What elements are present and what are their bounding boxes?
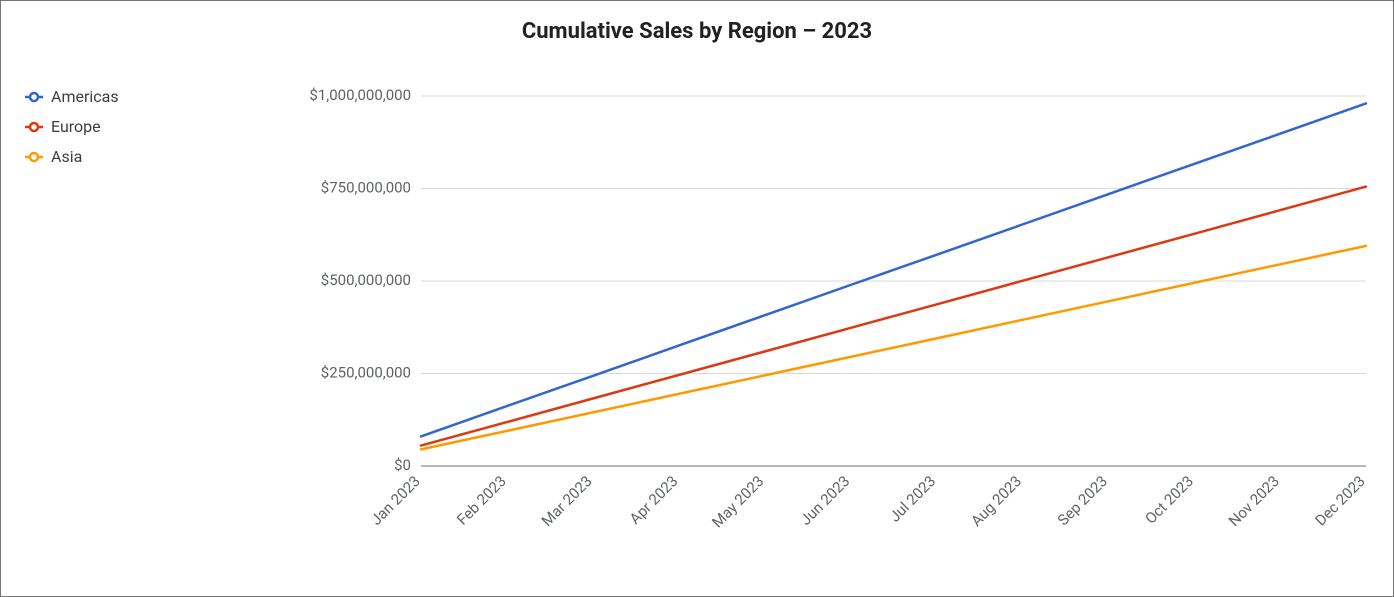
x-tick-label: Apr 2023 — [626, 472, 682, 528]
legend-label: Asia — [51, 149, 82, 165]
x-tick-label: Sep 2023 — [1054, 472, 1111, 529]
x-tick-label: Jul 2023 — [886, 472, 939, 525]
plot-svg: $0$250,000,000$500,000,000$750,000,000$1… — [421, 96, 1366, 466]
legend-swatch — [25, 91, 43, 103]
x-tick-label: May 2023 — [708, 472, 767, 531]
x-tick-label: Nov 2023 — [1225, 472, 1283, 530]
y-tick-label: $0 — [394, 456, 411, 474]
x-tick-label: Jun 2023 — [797, 472, 854, 529]
x-tick-label: Aug 2023 — [967, 472, 1025, 530]
chart-frame: Cumulative Sales by Region – 2023 Americ… — [0, 0, 1394, 597]
legend: Americas Europe Asia — [25, 89, 119, 179]
legend-label: Americas — [51, 89, 119, 105]
legend-swatch — [25, 121, 43, 133]
legend-item[interactable]: Europe — [25, 119, 119, 135]
y-tick-label: $1,000,000,000 — [309, 86, 411, 104]
y-tick-label: $750,000,000 — [321, 178, 411, 196]
x-tick-label: Jan 2023 — [367, 472, 424, 529]
chart-title: Cumulative Sales by Region – 2023 — [1, 19, 1393, 44]
legend-swatch — [25, 151, 43, 163]
series-line-asia — [421, 246, 1366, 450]
plot-area: $0$250,000,000$500,000,000$750,000,000$1… — [421, 96, 1366, 466]
series-line-americas — [421, 103, 1366, 436]
legend-item[interactable]: Americas — [25, 89, 119, 105]
x-tick-label: Oct 2023 — [1141, 472, 1197, 528]
y-tick-label: $250,000,000 — [321, 363, 411, 381]
legend-item[interactable]: Asia — [25, 149, 119, 165]
x-tick-label: Dec 2023 — [1311, 472, 1368, 529]
y-tick-label: $500,000,000 — [321, 271, 411, 289]
series-line-europe — [421, 187, 1366, 446]
x-tick-label: Feb 2023 — [453, 472, 510, 529]
x-tick-label: Mar 2023 — [538, 472, 596, 530]
legend-label: Europe — [51, 119, 101, 135]
